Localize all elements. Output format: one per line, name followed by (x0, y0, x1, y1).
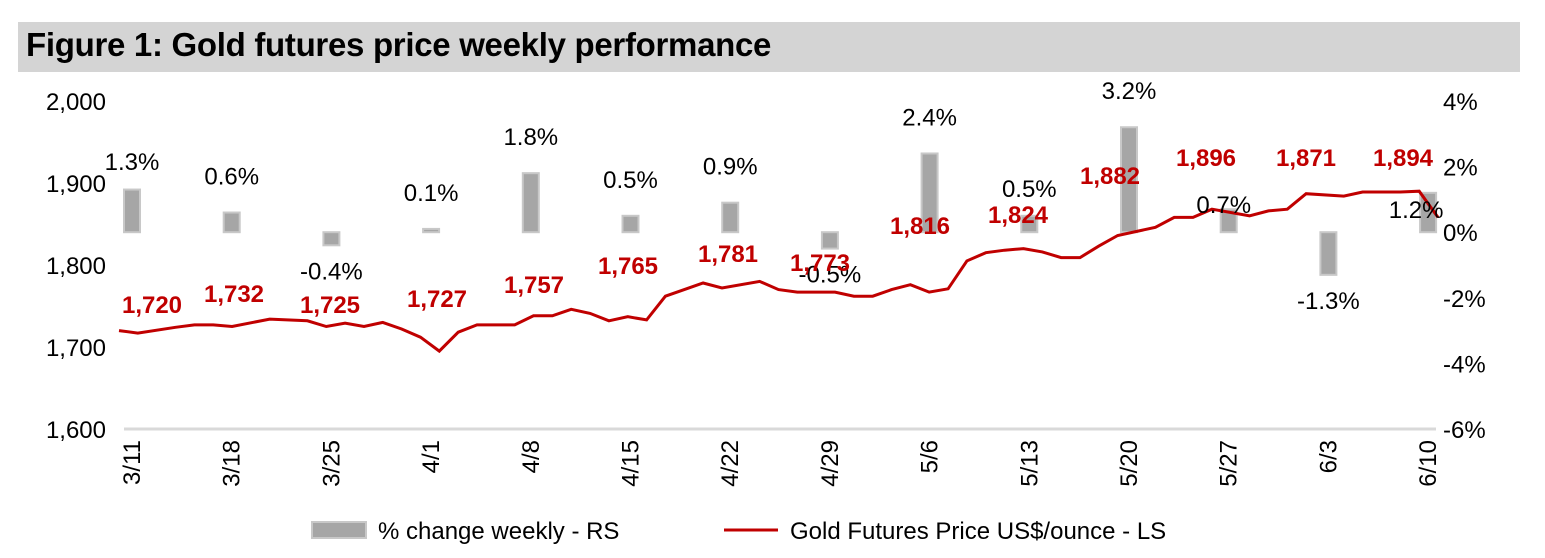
bar (920, 152, 939, 234)
bar-data-label: 3.2% (1102, 78, 1157, 105)
legend-line-label: Gold Futures Price US$/ounce - LS (790, 518, 1166, 545)
bar-data-label: -0.4% (300, 258, 363, 285)
price-data-label: 1,816 (890, 213, 950, 240)
bar (1219, 208, 1238, 234)
price-data-labels: 1,720 1,732 1,725 1,727 1,757 1,765 1,781 1,773… (122, 145, 1434, 319)
legend-bar-label: % change weekly - RS (378, 518, 619, 545)
price-data-label: 1,894 (1373, 145, 1434, 172)
x-axis-tick-label: 4/22 (717, 440, 744, 487)
bar-data-label: 0.9% (703, 154, 758, 181)
x-axis-tick-label: 5/13 (1016, 440, 1043, 487)
bar-data-label: 0.1% (404, 180, 459, 207)
x-axis-tick-label: 3/11 (119, 440, 146, 485)
price-data-label: 1,727 (407, 286, 467, 313)
line-series (118, 189, 1440, 354)
x-axis-tick-label: 5/6 (917, 440, 944, 473)
x-axis-tick-label: 4/29 (817, 440, 844, 487)
price-data-label: 1,882 (1080, 163, 1140, 190)
price-line (118, 189, 1440, 354)
price-data-label: 1,824 (988, 202, 1049, 229)
price-data-label: 1,781 (698, 241, 758, 268)
right-axis-tick-label: -4% (1443, 351, 1486, 378)
bar (721, 201, 740, 234)
bar-data-label: 0.5% (1002, 176, 1057, 203)
right-axis-tick-label: 2% (1443, 155, 1478, 182)
x-axis-tick-label: 6/3 (1315, 440, 1342, 473)
x-axis-tick-label: 3/18 (219, 440, 246, 487)
bar (820, 231, 839, 250)
price-data-label: 1,765 (598, 253, 658, 280)
bar (322, 231, 341, 247)
price-data-label: 1,773 (790, 250, 850, 277)
bar (521, 172, 540, 234)
price-data-label: 1,757 (504, 272, 564, 299)
left-axis-tick-label: 2,000 (46, 89, 106, 116)
price-data-label: 1,732 (204, 281, 264, 308)
right-axis-tick-label: 4% (1443, 89, 1478, 116)
price-data-label: 1,725 (300, 292, 360, 319)
x-axis-tick-label: 4/8 (518, 440, 545, 473)
bar (123, 188, 141, 234)
x-axis-tick-label: 5/20 (1116, 440, 1143, 487)
legend: % change weekly - RS Gold Futures Price … (311, 518, 1166, 545)
bar-series (123, 126, 1438, 276)
left-axis-tick-label: 1,800 (46, 253, 106, 280)
bar (222, 211, 241, 234)
bar-data-label: 0.7% (1196, 192, 1251, 219)
chart-title-bar: Figure 1: Gold futures price weekly perf… (18, 22, 1520, 72)
price-data-label: 1,720 (122, 292, 182, 319)
bar (1020, 214, 1039, 234)
left-axis-tick-label: 1,700 (46, 335, 106, 362)
bar-data-labels: 1.3% 0.6% -0.4% 0.1% 1.8% 0.5% 0.9% -0.5% 2.4% 0.… (105, 78, 1444, 315)
left-axis: 1,600 1,700 1,800 1,900 2,000 (46, 89, 106, 444)
bar-data-label: 1.3% (105, 149, 160, 176)
bar-data-label: 1.2% (1389, 197, 1444, 224)
chart-title: Figure 1: Gold futures price weekly perf… (26, 26, 772, 63)
right-axis-tick-label: -6% (1443, 417, 1486, 444)
bar (621, 214, 640, 234)
left-axis-tick-label: 1,600 (46, 417, 106, 444)
x-axis: 3/11 3/18 3/25 4/1 4/8 4/15 4/22 4/29 5/6 5/13 5/2… (119, 440, 1442, 487)
right-axis: -6% -4% -2% 0% 2% 4% (1443, 89, 1486, 444)
bar-data-label: 0.5% (603, 167, 658, 194)
bar-data-label: 0.6% (204, 164, 259, 191)
bar-data-label: -0.5% (799, 262, 862, 289)
bar (422, 227, 441, 234)
price-data-label: 1,871 (1276, 145, 1336, 172)
legend-bar-swatch (311, 521, 367, 539)
bar-data-label: 2.4% (902, 104, 957, 131)
x-axis-tick-label: 4/1 (418, 440, 445, 473)
x-axis-tick-label: 6/10 (1415, 440, 1442, 487)
bar (1319, 231, 1338, 276)
x-axis-tick-label: 4/15 (618, 440, 645, 487)
x-axis-tick-label: 3/25 (318, 440, 345, 487)
right-axis-tick-label: 0% (1443, 220, 1478, 247)
bar-data-label: 1.8% (503, 124, 558, 151)
right-axis-tick-label: -2% (1443, 286, 1486, 313)
bar-data-label: -1.3% (1297, 288, 1360, 315)
price-data-label: 1,896 (1176, 145, 1236, 172)
x-axis-tick-label: 5/27 (1216, 440, 1243, 487)
left-axis-tick-label: 1,900 (46, 171, 106, 198)
